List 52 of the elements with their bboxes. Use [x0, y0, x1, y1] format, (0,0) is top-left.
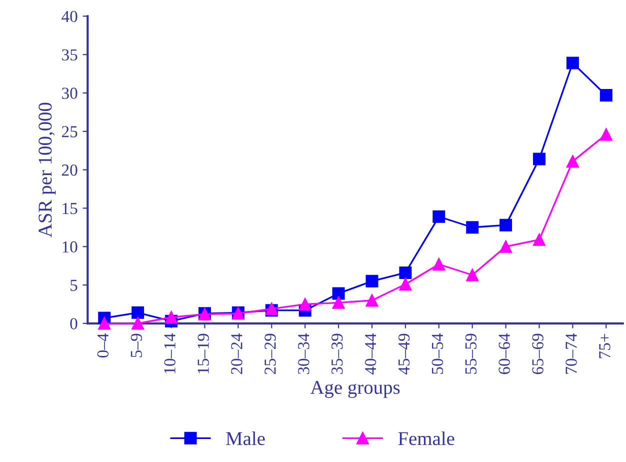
x-tick-label: 75+ [599, 334, 610, 358]
point [399, 278, 412, 290]
point [500, 240, 512, 253]
point [366, 294, 378, 307]
x-tick-label: 65–69 [532, 334, 544, 374]
x-tick-label: 45–49 [398, 334, 410, 374]
legend-label: Male [226, 431, 265, 446]
point [132, 317, 144, 330]
x-tick-label: 10–14 [164, 333, 176, 374]
x-tick-label: 60–64 [498, 333, 510, 374]
x-tick-label: 30–34 [298, 333, 310, 374]
x-tick-label: 55–59 [465, 334, 477, 374]
point [466, 268, 479, 282]
point [132, 306, 144, 319]
point [432, 210, 446, 223]
point [366, 274, 378, 288]
y-tick-label: 10 [62, 241, 78, 253]
point [298, 298, 312, 310]
y-tick-label: 0 [70, 318, 78, 330]
point [432, 258, 446, 271]
point [600, 128, 612, 141]
legend-label: Female [398, 431, 454, 446]
point [500, 218, 512, 232]
x-tick-label: 20–24 [231, 333, 242, 374]
x-tick-label: 5–9 [130, 334, 142, 358]
y-tick-label: 5 [70, 280, 78, 291]
x-tick-label: 70–74 [566, 333, 577, 374]
point [98, 317, 111, 330]
x-tick-label: 40–44 [364, 333, 376, 374]
y-tick-label: 30 [62, 88, 78, 99]
x-tick-label: 15–19 [198, 334, 209, 374]
point [332, 296, 345, 309]
y-tick-label: 25 [62, 126, 78, 138]
point [532, 152, 546, 166]
point [566, 155, 579, 168]
point [566, 56, 579, 70]
point [165, 311, 178, 324]
x-axis-title: Age groups [310, 380, 400, 398]
point [532, 233, 546, 246]
x-tick-label: 50–54 [432, 333, 444, 374]
x-tick-label: 25–29 [264, 334, 276, 374]
point [600, 89, 612, 102]
point [466, 221, 479, 234]
y-tick-label: 15 [62, 202, 78, 214]
y-axis-title: ASR per 100,000 [38, 102, 56, 238]
point [332, 287, 345, 300]
x-tick-label: 35–39 [332, 334, 343, 374]
point [399, 266, 412, 279]
y-tick-label: 35 [62, 49, 78, 61]
x-tick-label: 0–4 [97, 333, 109, 358]
y-tick-label: 40 [62, 10, 78, 22]
y-tick-label: 20 [62, 164, 78, 176]
